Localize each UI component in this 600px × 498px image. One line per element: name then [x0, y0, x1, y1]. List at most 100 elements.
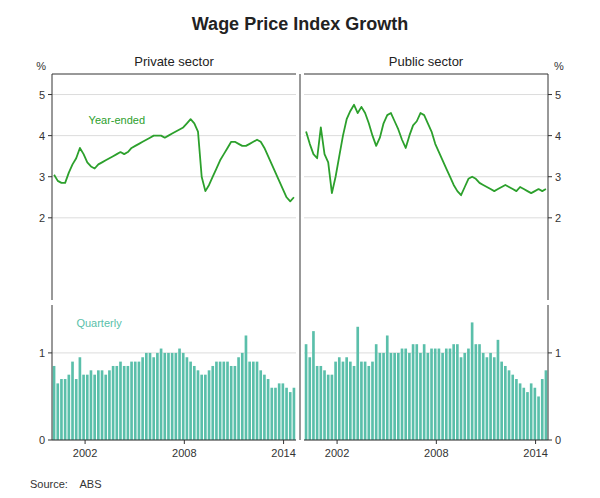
bar [360, 362, 363, 440]
y-tick [548, 94, 552, 95]
bar [152, 357, 155, 440]
bar [430, 349, 433, 440]
bar [345, 357, 348, 440]
marks [306, 105, 546, 195]
y-tick-label: 3 [555, 171, 561, 183]
y-tick-label: 0 [555, 434, 561, 446]
bar [282, 383, 285, 440]
y-tick [48, 217, 52, 218]
bar [248, 362, 251, 440]
bar [119, 362, 122, 440]
bar [434, 349, 437, 440]
x-tick-label: 2002 [325, 447, 349, 459]
bar [167, 353, 170, 440]
grid-line [52, 440, 296, 441]
bar [474, 344, 477, 440]
bar [93, 375, 96, 440]
bar [171, 353, 174, 440]
y-tick [48, 176, 52, 177]
line [54, 119, 294, 201]
bar [349, 362, 352, 440]
unit-label: % [36, 60, 46, 72]
y-tick [548, 440, 552, 441]
y-axis-line [548, 74, 549, 300]
bar [197, 370, 200, 440]
bar [145, 353, 148, 440]
bar [97, 370, 100, 440]
bar [186, 357, 189, 440]
bar [415, 344, 418, 440]
x-tick [85, 440, 86, 444]
bar [404, 349, 407, 440]
chart: Wage Price Index Growth Source: ABS 2 3 4 5 Pr… [0, 0, 600, 498]
y-axis-line [548, 305, 549, 440]
annotation: Quarterly [76, 317, 122, 329]
bar [319, 366, 322, 440]
bar [156, 353, 159, 440]
chart-title: Wage Price Index Growth [192, 14, 408, 34]
bar [390, 353, 393, 440]
y-tick-label: 1 [39, 347, 45, 359]
y-tick-label: 4 [555, 130, 561, 142]
bar [134, 362, 137, 440]
grid-line [304, 94, 548, 95]
bar [375, 344, 378, 440]
y-axis-line [52, 305, 53, 440]
bar [393, 353, 396, 440]
x-tick-label: 2014 [271, 447, 295, 459]
bar [456, 344, 459, 440]
x-axis-line [52, 440, 296, 441]
bar [497, 340, 500, 440]
y-tick [548, 135, 552, 136]
bar [141, 357, 144, 440]
bar [493, 357, 496, 440]
line [306, 105, 546, 195]
bar [449, 349, 452, 440]
bar [382, 353, 385, 440]
grid-line [52, 94, 296, 95]
bar [489, 353, 492, 440]
bar [215, 362, 218, 440]
bar [334, 362, 337, 440]
y-tick-label: 4 [39, 130, 45, 142]
x-tick-label: 2014 [523, 447, 547, 459]
y-tick-label: 2 [555, 212, 561, 224]
panel-title: Private sector [134, 54, 214, 69]
bar [182, 353, 185, 440]
bar [237, 357, 240, 440]
bar [482, 353, 485, 440]
bar [90, 370, 93, 440]
grid-line [52, 352, 296, 353]
bar [104, 375, 107, 440]
bar [316, 366, 319, 440]
grid-line [304, 352, 548, 353]
bar [379, 353, 382, 440]
bar [178, 349, 181, 440]
bar [101, 370, 104, 440]
bar [219, 362, 222, 440]
source-note: Source: ABS [30, 478, 102, 490]
bar [338, 357, 341, 440]
bar [75, 379, 78, 440]
bar [408, 353, 411, 440]
bar [149, 353, 152, 440]
bar [175, 353, 178, 440]
y-axis-line [52, 74, 53, 300]
bar [519, 383, 522, 440]
bar [278, 383, 281, 440]
grid-line [52, 176, 296, 177]
bar [60, 379, 63, 440]
bar [541, 379, 544, 440]
unit-label: % [554, 60, 564, 72]
y-tick-label: 5 [555, 89, 561, 101]
bar [427, 353, 430, 440]
bar [312, 331, 315, 440]
bar [467, 349, 470, 440]
bar [230, 366, 233, 440]
bar [270, 388, 273, 440]
bar [371, 362, 374, 440]
bar [160, 349, 163, 440]
marks [305, 322, 548, 440]
y-tick [48, 135, 52, 136]
bar [56, 383, 59, 440]
